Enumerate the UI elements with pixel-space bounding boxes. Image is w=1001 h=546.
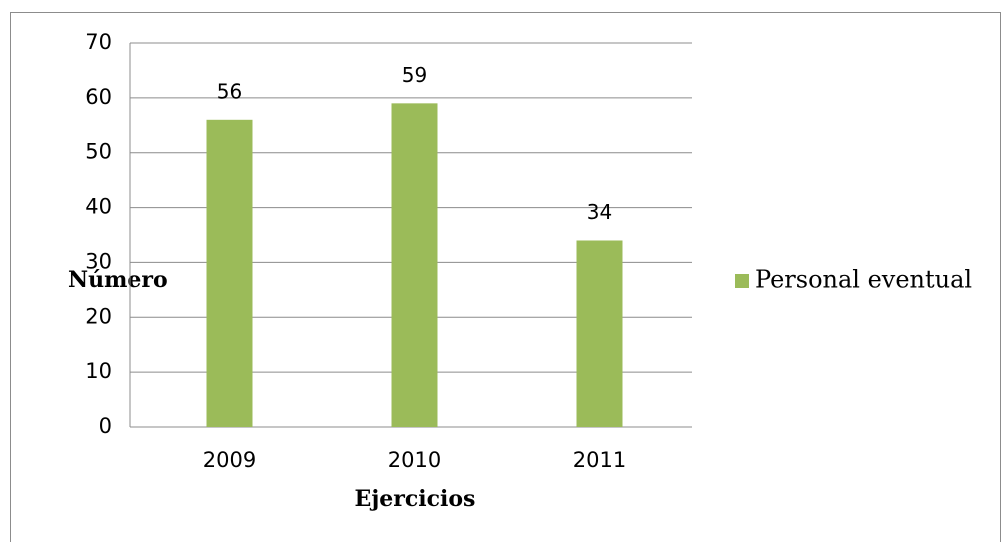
data-label: 56 — [217, 79, 242, 103]
x-tick-label: 2011 — [573, 448, 626, 472]
x-axis-title: Ejercicios — [355, 486, 476, 512]
bar — [391, 103, 438, 427]
x-tick-label: 2010 — [388, 448, 441, 472]
data-label: 34 — [587, 200, 612, 224]
y-tick-label: 30 — [85, 249, 112, 273]
data-label: 59 — [402, 63, 427, 87]
y-tick-label: 60 — [85, 85, 112, 109]
bar — [206, 119, 253, 428]
x-tick-label: 2009 — [203, 448, 256, 472]
y-tick-label: 40 — [85, 195, 112, 219]
y-tick-label: 0 — [99, 414, 112, 438]
y-tick-label: 50 — [85, 140, 112, 164]
legend-swatch — [735, 274, 749, 288]
y-tick-label: 10 — [85, 359, 112, 383]
bar — [576, 240, 623, 427]
legend-label: Personal eventual — [755, 266, 972, 294]
y-axis-title: Número — [68, 267, 168, 293]
y-tick-label: 20 — [85, 304, 112, 328]
y-tick-label: 70 — [85, 30, 112, 54]
